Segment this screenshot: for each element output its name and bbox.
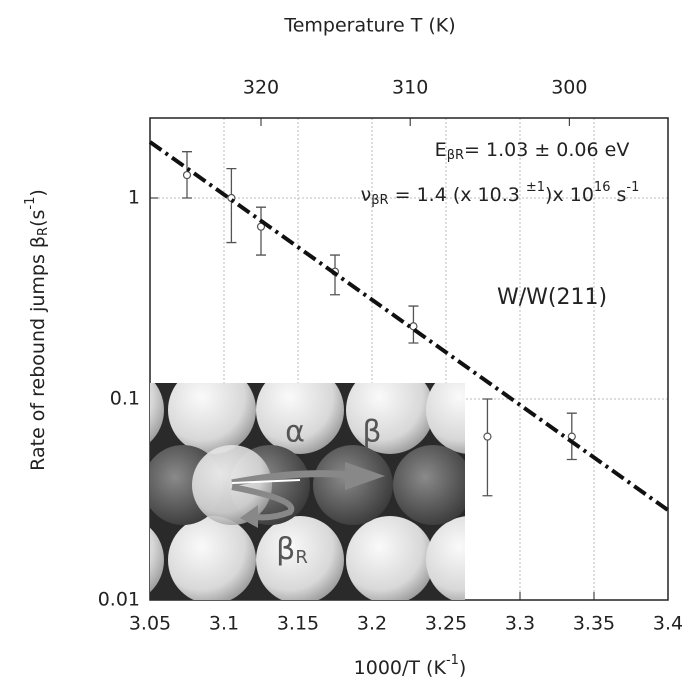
atom <box>393 445 465 525</box>
text-part: = 1.03 ± 0.06 eV <box>464 139 629 161</box>
x-tick-label: 3.1 <box>209 613 239 635</box>
text-part: ) <box>27 189 49 196</box>
inset-label: β <box>362 415 381 450</box>
text-part: W/W(211) <box>497 285 607 310</box>
text-part: E <box>435 139 447 161</box>
text-part: ν <box>361 184 372 206</box>
arrow <box>231 470 351 487</box>
point <box>483 432 492 441</box>
atom <box>426 516 465 600</box>
x2-tick-label: 300 <box>551 77 587 99</box>
x-axis-label: 1000/T (K-1) <box>354 653 467 679</box>
arrow <box>231 479 301 484</box>
x-tick-label: 3.4 <box>653 613 683 635</box>
x-tick-label: 3.15 <box>277 613 319 635</box>
atom <box>256 516 344 600</box>
text-part: (s <box>27 210 49 227</box>
y-tick-label: 0.01 <box>98 589 140 611</box>
text-part: = 1.4 (x 10.3 <box>389 184 526 206</box>
atom <box>150 527 164 593</box>
point <box>182 170 192 180</box>
atom <box>150 383 164 443</box>
atom <box>256 383 344 454</box>
inset-label: α <box>285 415 305 450</box>
x-tick-label: 3.05 <box>129 613 171 635</box>
atom <box>192 445 272 525</box>
arrow <box>231 484 295 521</box>
atom <box>168 516 256 600</box>
text-part: )x 10 <box>545 184 594 206</box>
x-tick-label: 3.2 <box>357 613 387 635</box>
text-part: R <box>295 547 308 568</box>
arrow-head <box>345 462 385 490</box>
text-part: s <box>610 184 626 206</box>
text-part: Rate of rebound jumps β <box>27 236 49 471</box>
x-tick-label: 3.3 <box>505 613 535 635</box>
annotation: W/W(211) <box>497 285 607 310</box>
text-part: R <box>36 227 51 236</box>
y-tick-label: 0.1 <box>110 387 140 409</box>
inset-label: βR <box>276 532 308 569</box>
inset <box>150 383 465 600</box>
x2-tick-label: 320 <box>243 77 279 99</box>
error-bar <box>226 167 237 244</box>
text-part: βR <box>447 148 464 163</box>
atom <box>426 383 465 454</box>
atom <box>168 383 256 454</box>
atom <box>346 516 434 600</box>
text-part: ±1 <box>526 180 545 195</box>
x2-tick-label: 310 <box>392 77 428 99</box>
text-part: 1000/T (K <box>354 657 447 679</box>
error-bar <box>482 398 493 497</box>
text-part: -1 <box>626 180 639 195</box>
atom <box>346 383 434 454</box>
text-part: 16 <box>594 180 611 195</box>
y-axis-label: Rate of rebound jumps βR(s-1) <box>23 189 51 471</box>
chart-title: Temperature T (K) <box>283 15 455 37</box>
fit-line <box>148 140 670 512</box>
text-part: β <box>276 532 295 567</box>
y-tick-label: 1 <box>128 186 140 208</box>
x-tick-label: 3.35 <box>573 613 615 635</box>
text-part: -1 <box>446 653 459 668</box>
x-tick-label: 3.25 <box>425 613 467 635</box>
annotation: νβR = 1.4 (x 10.3 ±1)x 1016 s-1 <box>361 180 640 208</box>
arrow-head <box>240 505 258 528</box>
error-bar <box>256 206 266 256</box>
text-part: -1 <box>23 197 38 210</box>
text-part: ) <box>459 657 466 679</box>
text-part: βR <box>371 193 388 208</box>
annotation: EβR= 1.03 ± 0.06 eV <box>435 139 630 163</box>
